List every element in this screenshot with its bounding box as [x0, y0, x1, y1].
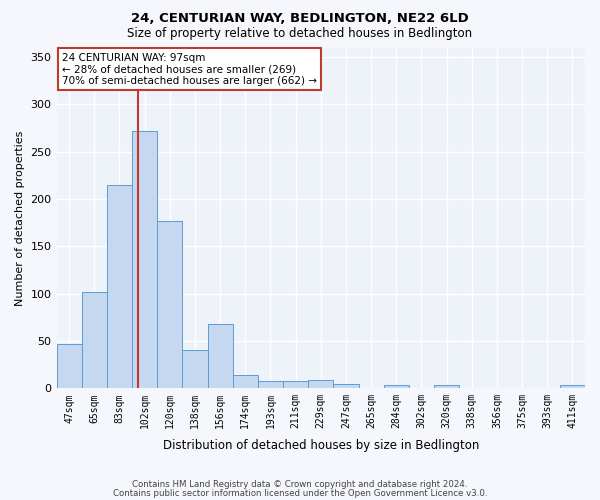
- X-axis label: Distribution of detached houses by size in Bedlington: Distribution of detached houses by size …: [163, 440, 479, 452]
- Text: 24 CENTURIAN WAY: 97sqm
← 28% of detached houses are smaller (269)
70% of semi-d: 24 CENTURIAN WAY: 97sqm ← 28% of detache…: [62, 52, 317, 86]
- Bar: [182, 350, 208, 389]
- Bar: [560, 386, 585, 388]
- Bar: [334, 384, 359, 388]
- Text: Contains HM Land Registry data © Crown copyright and database right 2024.: Contains HM Land Registry data © Crown c…: [132, 480, 468, 489]
- Text: 24, CENTURIAN WAY, BEDLINGTON, NE22 6LD: 24, CENTURIAN WAY, BEDLINGTON, NE22 6LD: [131, 12, 469, 26]
- Bar: [283, 380, 308, 388]
- Bar: [56, 344, 82, 389]
- Bar: [107, 185, 132, 388]
- Bar: [383, 386, 409, 388]
- Bar: [208, 324, 233, 388]
- Bar: [258, 380, 283, 388]
- Bar: [132, 131, 157, 388]
- Bar: [157, 220, 182, 388]
- Bar: [82, 292, 107, 388]
- Y-axis label: Number of detached properties: Number of detached properties: [15, 130, 25, 306]
- Bar: [233, 375, 258, 388]
- Bar: [434, 386, 459, 388]
- Bar: [308, 380, 334, 388]
- Text: Size of property relative to detached houses in Bedlington: Size of property relative to detached ho…: [127, 28, 473, 40]
- Text: Contains public sector information licensed under the Open Government Licence v3: Contains public sector information licen…: [113, 488, 487, 498]
